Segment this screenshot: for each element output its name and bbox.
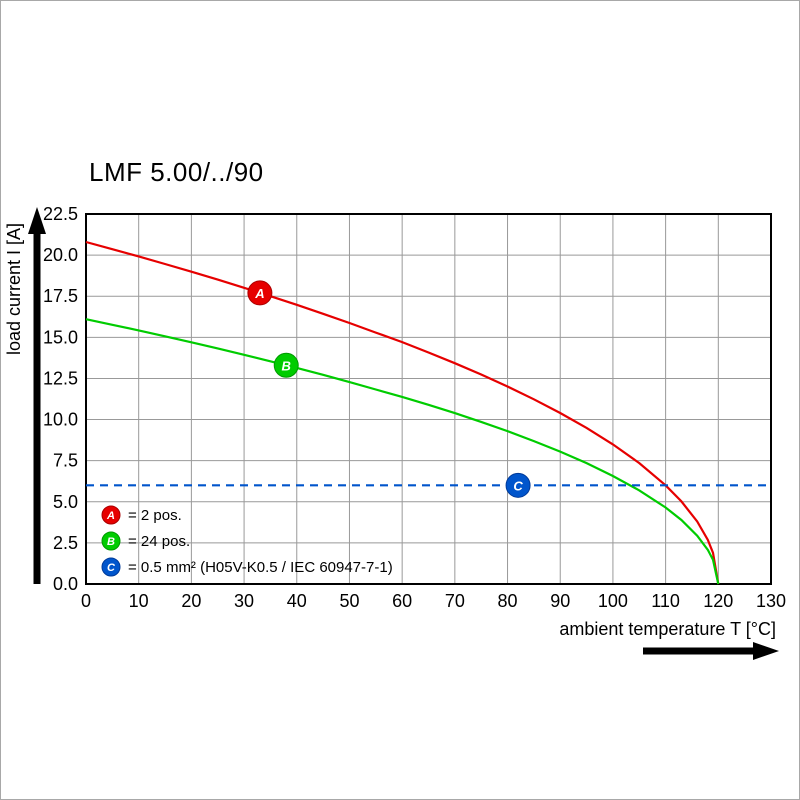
legend-label-C: = 0.5 mm² (H05V-K0.5 / IEC 60947-7-1) (128, 559, 393, 576)
x-tick-label: 120 (703, 591, 733, 611)
y-tick-label: 7.5 (53, 451, 78, 471)
y-tick-label: 2.5 (53, 533, 78, 553)
legend-marker-B (101, 531, 121, 551)
x-tick-label: 30 (234, 591, 254, 611)
legend-letter-C: C (107, 562, 116, 574)
x-axis-arrow (643, 642, 779, 660)
y-tick-label: 12.5 (43, 368, 78, 388)
y-tick-label: 15.0 (43, 327, 78, 347)
x-tick-label: 0 (81, 591, 91, 611)
y-tick-label: 0.0 (53, 574, 78, 594)
x-tick-label: 110 (651, 591, 680, 611)
marker-A: A (247, 280, 273, 306)
x-axis-label: ambient temperature T [°C] (559, 619, 776, 639)
y-tick-labels: 0.0 2.5 5.0 7.5 10.0 12.5 15.0 17.5 20.0 22.5 (43, 204, 78, 594)
curve-A (85, 240, 720, 585)
marker-circle-B (273, 352, 299, 378)
marker-B: B (273, 352, 299, 378)
legend-label-B: = 24 pos. (128, 533, 190, 550)
y-tick-label: 17.5 (43, 286, 78, 306)
legend-item-B: B = 24 pos. (101, 531, 190, 551)
x-tick-label: 130 (756, 591, 786, 611)
x-tick-label: 80 (498, 591, 518, 611)
x-tick-label: 50 (339, 591, 359, 611)
x-tick-labels: 0 10 20 30 40 50 60 70 80 90 100 110 120 130 (81, 591, 786, 611)
marker-letter-B: B (282, 358, 291, 373)
plot-frame (85, 213, 772, 585)
legend-label-A: = 2 pos. (128, 507, 182, 524)
x-tick-label: 60 (392, 591, 412, 611)
legend-item-A: A = 2 pos. (101, 505, 182, 525)
y-tick-label: 22.5 (43, 204, 78, 224)
legend-marker-C (101, 557, 121, 577)
x-tick-label: 20 (181, 591, 201, 611)
x-tick-label: 10 (129, 591, 149, 611)
marker-letter-A: A (254, 286, 264, 301)
marker-circle-A (247, 280, 273, 306)
y-tick-label: 5.0 (53, 492, 78, 512)
x-tick-label: 100 (598, 591, 628, 611)
x-tick-label: 90 (550, 591, 570, 611)
y-axis-arrow (28, 207, 46, 584)
x-tick-label: 70 (445, 591, 465, 611)
y-axis-label: load current I [A] (4, 223, 24, 355)
curve-B (85, 318, 720, 585)
y-tick-label: 10.0 (43, 410, 78, 430)
marker-C: C (505, 472, 531, 498)
y-tick-label: 20.0 (43, 245, 78, 265)
legend-item-C: C = 0.5 mm² (H05V-K0.5 / IEC 60947-7-1) (101, 557, 393, 577)
legend-marker-A (101, 505, 121, 525)
marker-letter-C: C (513, 478, 523, 493)
legend-letter-A: A (106, 510, 115, 522)
marker-circle-C (505, 472, 531, 498)
x-tick-label: 40 (287, 591, 307, 611)
chart-title: LMF 5.00/../90 (89, 157, 264, 187)
legend-letter-B: B (107, 536, 115, 548)
gridlines (85, 213, 772, 585)
